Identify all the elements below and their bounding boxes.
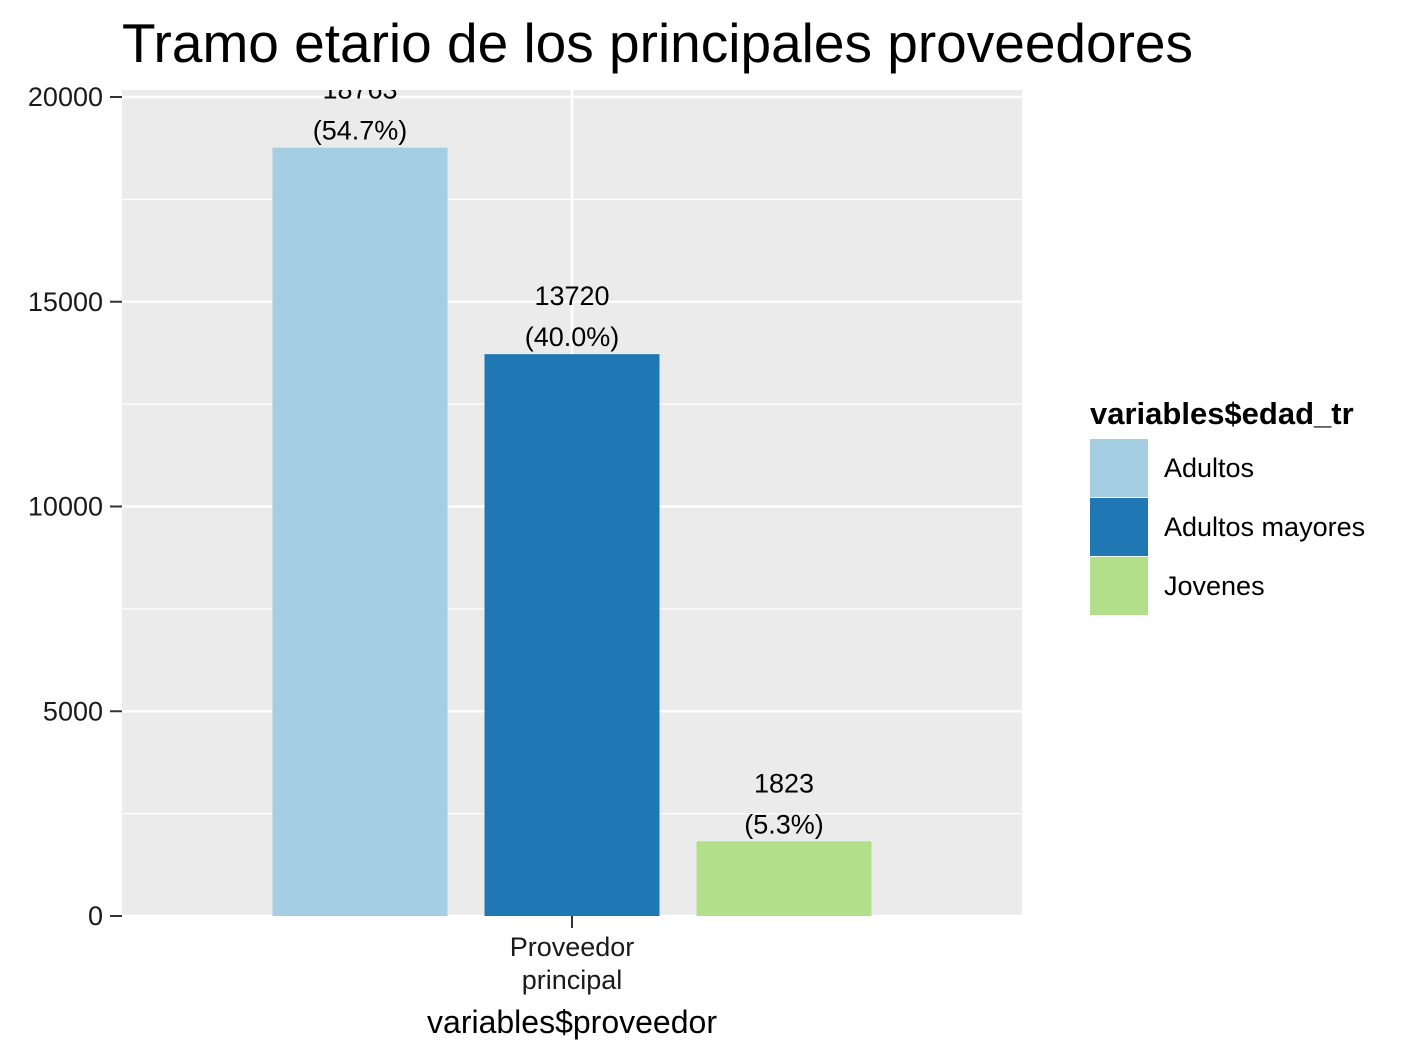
bar-value-label: 13720 (534, 281, 609, 311)
y-tick-label: 20000 (28, 82, 103, 112)
bar-percent-label: (5.3%) (744, 809, 824, 839)
bar-percent-label: (54.7%) (313, 116, 408, 146)
bar-value-label: 1823 (754, 768, 814, 798)
bar-percent-label: (40.0%) (525, 322, 620, 352)
legend-key-adultos (1090, 439, 1148, 497)
bar-adultos (272, 147, 448, 916)
y-tick-label: 0 (88, 901, 103, 931)
x-tick-label: Proveedor principal (509, 932, 635, 995)
legend: variables$edad_tr Adultos Adultos mayores… (1090, 396, 1365, 615)
y-tick-label: 5000 (43, 696, 103, 726)
legend-title: variables$edad_tr (1090, 396, 1354, 431)
legend-label: Adultos (1164, 453, 1254, 483)
bar-adultos-mayores (484, 354, 660, 916)
bar-jovenes (696, 841, 872, 916)
legend-key-jovenes (1090, 557, 1148, 615)
x-axis-title: variables$proveedor (427, 1004, 717, 1040)
bars (272, 147, 872, 916)
chart-title: Tramo etario de los principales proveedo… (122, 12, 1193, 74)
bar-labels: 18763 (54.7%) 13720 (40.0%) 1823 (5.3%) (313, 75, 824, 839)
y-tick-label: 15000 (28, 287, 103, 317)
legend-label: Adultos mayores (1164, 512, 1365, 542)
legend-key-adultos-mayores (1090, 498, 1148, 556)
legend-label: Jovenes (1164, 571, 1265, 601)
y-axis: 0 5000 10000 15000 20000 (28, 82, 122, 931)
bar-value-label: 18763 (322, 75, 397, 105)
y-tick-label: 10000 (28, 492, 103, 522)
